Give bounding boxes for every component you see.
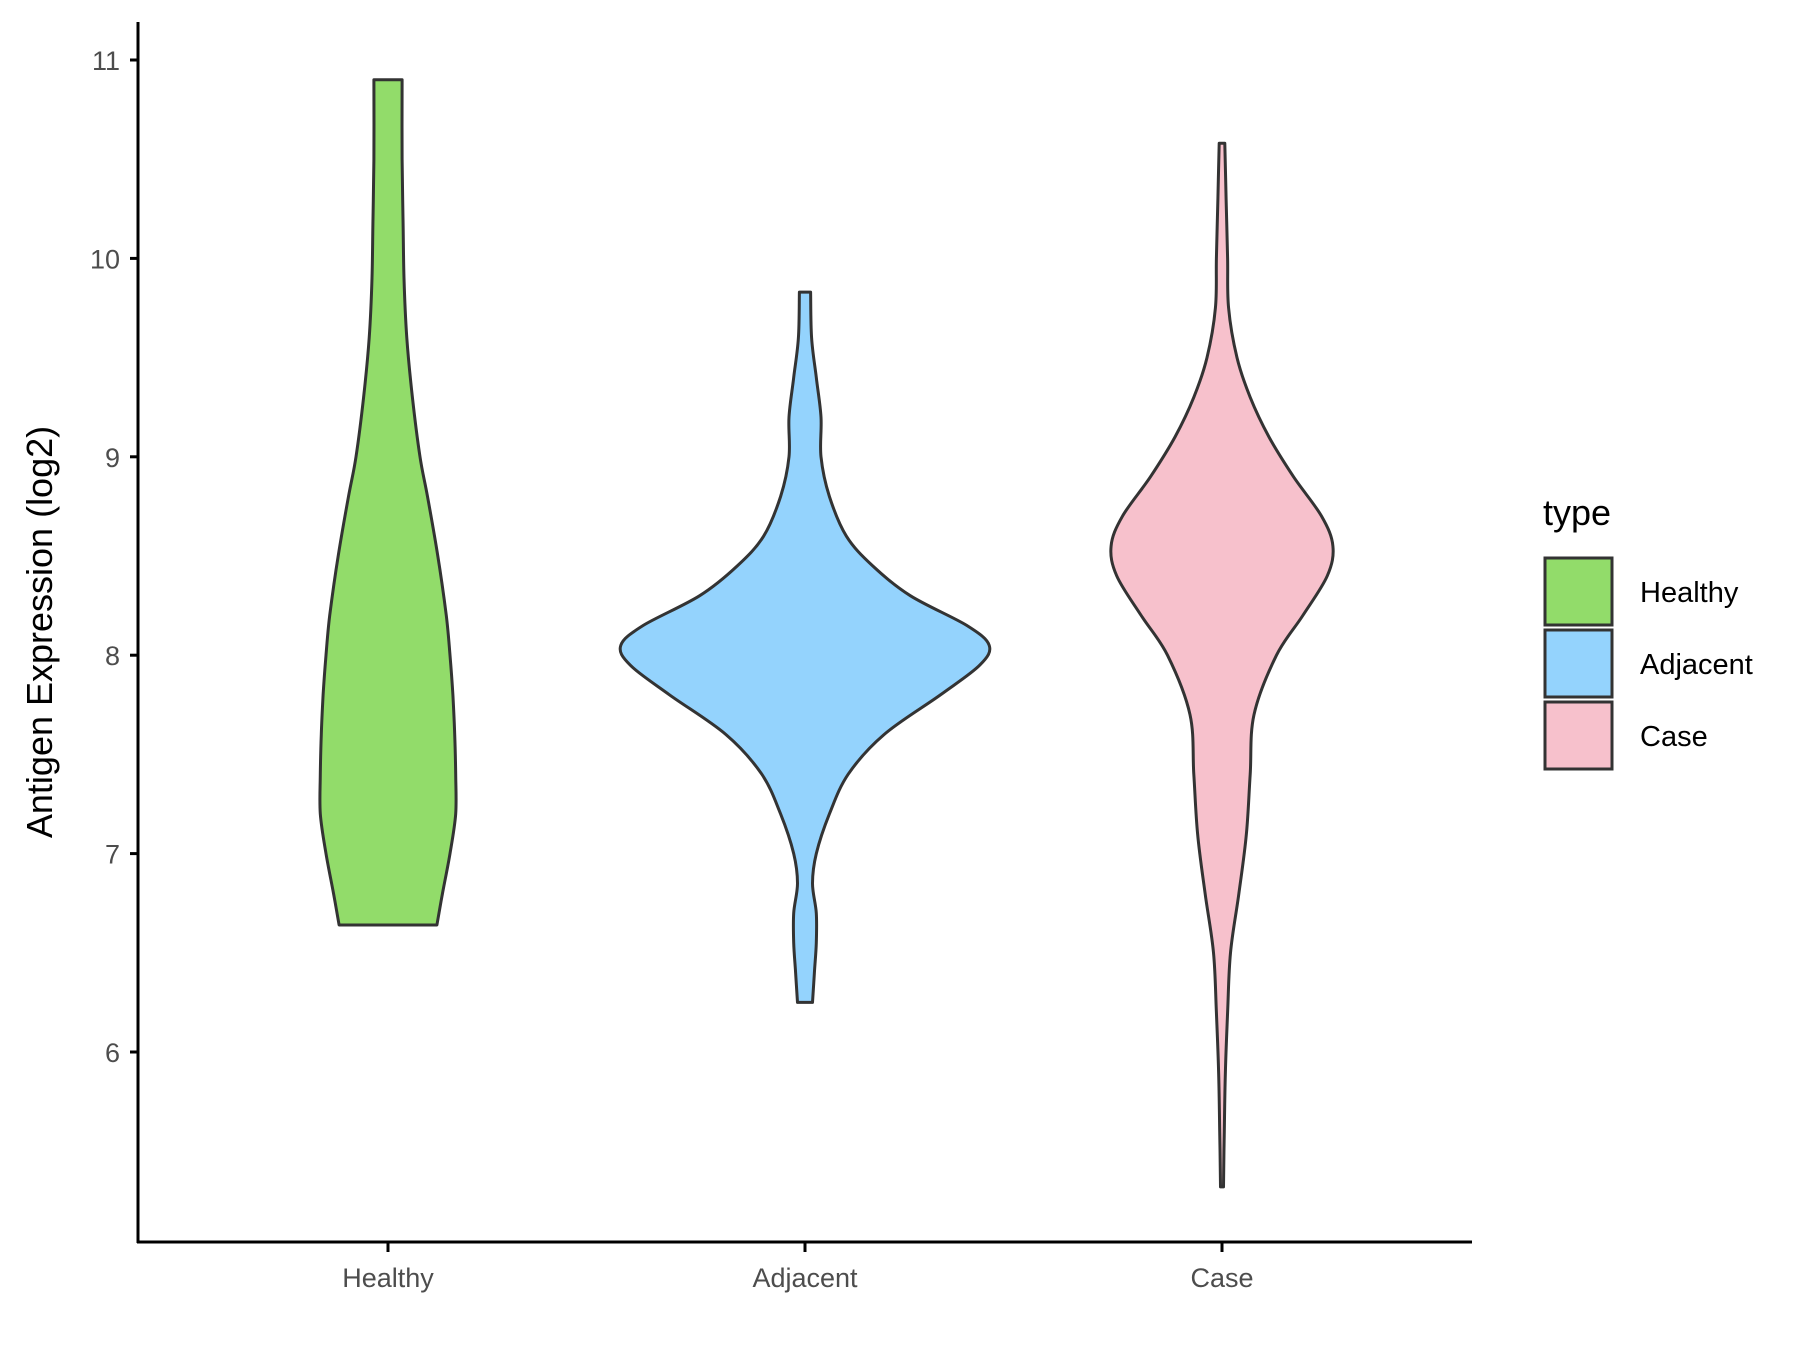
legend: type Healthy Adjacent Case xyxy=(1543,492,1753,771)
x-tick-label-healthy: Healthy xyxy=(342,1263,434,1293)
y-ticks: 6 7 8 9 10 11 xyxy=(90,46,138,1068)
y-tick-label: 10 xyxy=(90,244,120,274)
y-tick-label: 9 xyxy=(105,443,120,473)
x-ticks: Healthy Adjacent Case xyxy=(342,1243,1254,1293)
violin-layer xyxy=(318,78,1335,1189)
y-tick-label: 6 xyxy=(105,1038,120,1068)
axes: 6 7 8 9 10 11 Healthy Adjacent Case xyxy=(90,22,1472,1293)
y-tick-label: 11 xyxy=(92,46,120,76)
legend-title: type xyxy=(1543,492,1611,533)
y-tick-label: 8 xyxy=(105,641,120,671)
y-axis-title: Antigen Expression (log2) xyxy=(19,426,60,838)
x-tick-label-case: Case xyxy=(1190,1263,1253,1293)
violin-case xyxy=(1109,141,1335,1189)
violin-healthy xyxy=(318,78,458,927)
legend-items: Healthy Adjacent Case xyxy=(1543,556,1753,771)
legend-swatch-healthy xyxy=(1543,556,1614,627)
x-tick-label-adjacent: Adjacent xyxy=(752,1263,858,1293)
legend-label-adjacent: Adjacent xyxy=(1640,649,1753,681)
legend-swatch-case xyxy=(1543,700,1614,771)
legend-label-case: Case xyxy=(1640,721,1708,753)
legend-label-healthy: Healthy xyxy=(1640,577,1739,609)
y-tick-label: 7 xyxy=(105,840,120,870)
legend-swatch-adjacent xyxy=(1543,628,1614,699)
violin-adjacent xyxy=(618,290,992,1004)
